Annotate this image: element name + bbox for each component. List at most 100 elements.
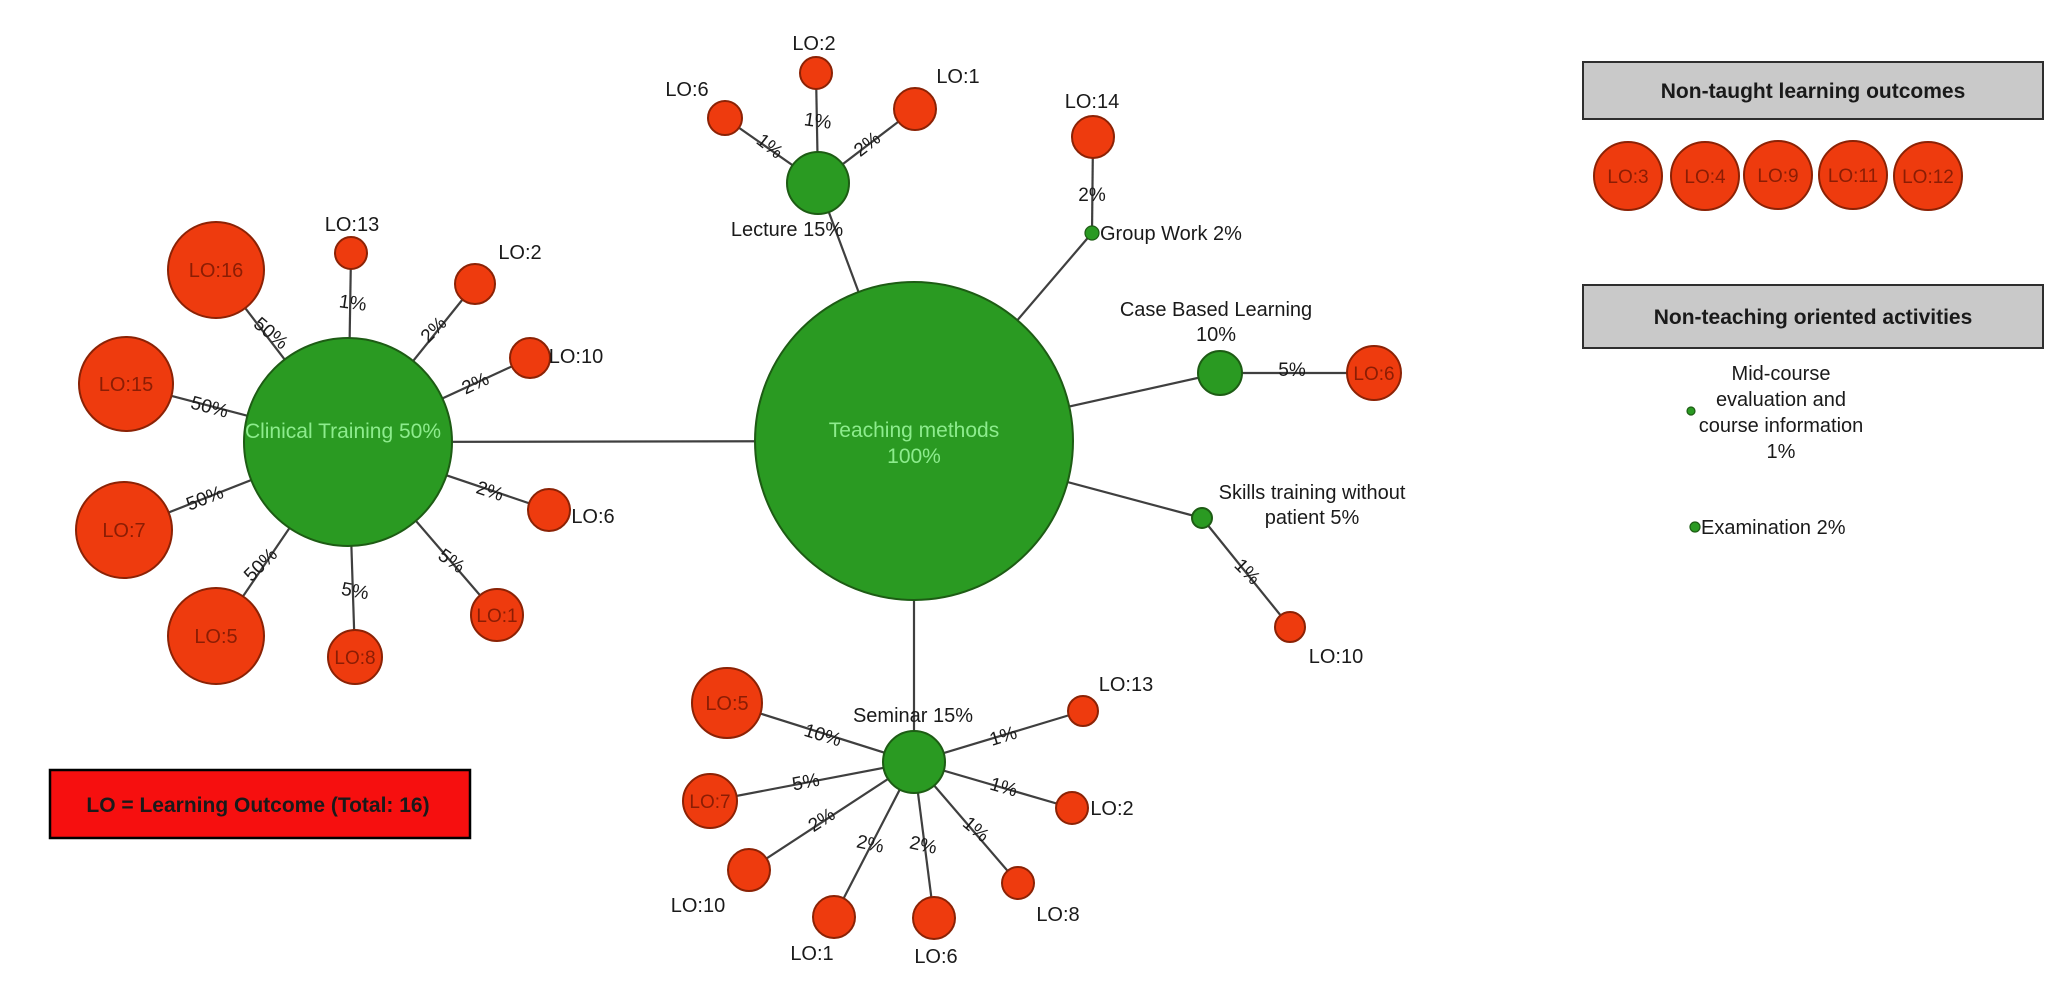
node-exam-dot (1689, 521, 1701, 533)
node-lo1-clinical (470, 588, 524, 642)
node-lo8-seminar (1001, 866, 1035, 900)
label-case-based-learning: Case Based Learning (1120, 299, 1312, 321)
label-clinical-lo8-inside: LO:8 (334, 648, 375, 669)
pct-seminar-lo13: 1% (987, 723, 1020, 751)
label-clinical-lo10: LO:10 (549, 346, 603, 368)
node-lo9-panel (1743, 140, 1813, 210)
label-clinical: Clinical Training 50% (245, 420, 441, 443)
label-clinical-lo7-inside: LO:7 (102, 520, 145, 542)
label-seminar-lo2: LO:2 (1090, 798, 1133, 820)
pct-clinical-lo7: 50% (184, 482, 227, 515)
label-clinical-lo13: LO:13 (325, 214, 379, 236)
node-lo6-lecture (707, 100, 743, 136)
panel-lo11-inside: LO:11 (1828, 166, 1878, 187)
legend-text: LO = Learning Outcome (Total: 16) (86, 794, 429, 817)
panel-non-taught-box (1582, 61, 2044, 120)
pct-cbl-lo6: 5% (1278, 360, 1306, 381)
node-lo2-seminar (1055, 791, 1089, 825)
pct-seminar-lo2: 1% (987, 774, 1019, 802)
panel-lo9-inside: LO:9 (1757, 166, 1798, 187)
label-clinical-lo1-inside: LO:1 (476, 606, 517, 627)
node-lo2-clinical (454, 263, 496, 305)
label-midcourse-line3: course information (1699, 415, 1864, 437)
label-teaching-line1: Teaching methods (829, 419, 999, 442)
label-skills-line2: patient 5% (1265, 507, 1360, 529)
label-seminar-lo7-inside: LO:7 (689, 792, 730, 813)
edge-seminar-lo7-seminar (709, 760, 915, 803)
node-lo6-seminar (912, 896, 956, 940)
pct-lecture-lo2: 1% (803, 109, 833, 134)
label-seminar-lo1: LO:1 (790, 943, 833, 965)
node-lo2-lecture (799, 56, 833, 90)
pct-clinical-lo6: 2% (473, 478, 506, 506)
panel-non-teaching-title: Non-teaching oriented activities (1654, 306, 1973, 329)
node-lo10-seminar (727, 848, 771, 892)
node-lo12-panel (1893, 141, 1963, 211)
label-groupwork: Group Work 2% (1100, 223, 1242, 245)
node-lo5-seminar (691, 667, 763, 739)
label-seminar-lo5-inside: LO:5 (705, 693, 748, 715)
node-lo7-seminar (682, 773, 738, 829)
label-case-based-learning-pct: 10% (1196, 324, 1236, 346)
pct-clinical-lo8: 5% (340, 579, 371, 604)
node-midcourse-dot (1686, 406, 1696, 416)
pct-seminar-lo6: 2% (908, 832, 939, 858)
node-teaching (754, 281, 1074, 601)
panel-lo4-inside: LO:4 (1684, 167, 1726, 188)
label-clinical-lo16-inside: LO:16 (189, 260, 243, 282)
node-cbl (1197, 350, 1243, 396)
node-seminar (882, 730, 946, 794)
panel-non-teaching-box (1582, 284, 2044, 349)
label-lecture: Lecture 15% (731, 219, 844, 241)
label-clinical-lo5-inside: LO:5 (194, 626, 237, 648)
pct-seminar-lo5: 10% (801, 720, 844, 751)
node-lo5-clinical (167, 587, 265, 685)
pct-clinical-lo15: 50% (188, 393, 230, 423)
node-lo6-clinical (527, 488, 571, 532)
node-lo14-groupwork (1071, 115, 1115, 159)
label-midcourse-line1: Mid-course (1732, 363, 1831, 385)
label-skills-line1: Skills training without (1219, 482, 1406, 504)
node-lecture (786, 151, 850, 215)
pct-groupwork-lo14: 2% (1078, 185, 1106, 206)
edge-seminar-lo10-seminar (748, 761, 915, 871)
label-examination: Examination 2% (1701, 517, 1846, 539)
pct-clinical-lo10: 2% (459, 369, 493, 400)
label-seminar-lo8: LO:8 (1036, 904, 1079, 926)
label-cbl-lo6-inside: LO:6 (1353, 364, 1394, 385)
legend-box (48, 768, 472, 840)
node-lo1-lecture (893, 87, 937, 131)
node-lo4-panel (1670, 141, 1740, 211)
label-lo14: LO:14 (1065, 91, 1119, 113)
node-lo3-panel (1593, 141, 1663, 211)
node-lo16-clinical (167, 221, 265, 319)
node-lo7-clinical (75, 481, 173, 579)
pct-seminar-lo7: 5% (790, 770, 821, 796)
node-groupwork-dot (1084, 225, 1100, 241)
pct-seminar-lo1: 2% (855, 831, 886, 857)
node-lo8-clinical (327, 629, 383, 685)
pct-clinical-lo16: 50% (249, 314, 292, 355)
panel-non-taught-title: Non-taught learning outcomes (1661, 80, 1966, 103)
node-lo6-cbl (1346, 345, 1402, 401)
edge-skills-dot-lo10-skills (1201, 517, 1291, 628)
node-lo10-skills (1274, 611, 1306, 643)
label-lecture-lo1: LO:1 (936, 66, 979, 88)
label-seminar-lo13: LO:13 (1099, 674, 1153, 696)
panel-lo3-inside: LO:3 (1607, 167, 1648, 188)
label-lecture-lo6: LO:6 (665, 79, 708, 101)
pct-clinical-lo5: 50% (240, 544, 282, 586)
pct-lecture-lo1: 2% (850, 128, 885, 162)
label-clinical-lo2: LO:2 (498, 242, 541, 264)
label-clinical-lo15-inside: LO:15 (99, 374, 153, 396)
pct-clinical-lo13: 1% (338, 291, 368, 316)
label-seminar-lo10: LO:10 (671, 895, 725, 917)
pct-clinical-lo1: 5% (434, 545, 469, 578)
node-skills-dot (1191, 507, 1213, 529)
panel-lo12-inside: LO:12 (1902, 167, 1954, 188)
node-lo10-clinical (509, 337, 551, 379)
label-seminar-lo6: LO:6 (914, 946, 957, 968)
node-lo13-seminar (1067, 695, 1099, 727)
